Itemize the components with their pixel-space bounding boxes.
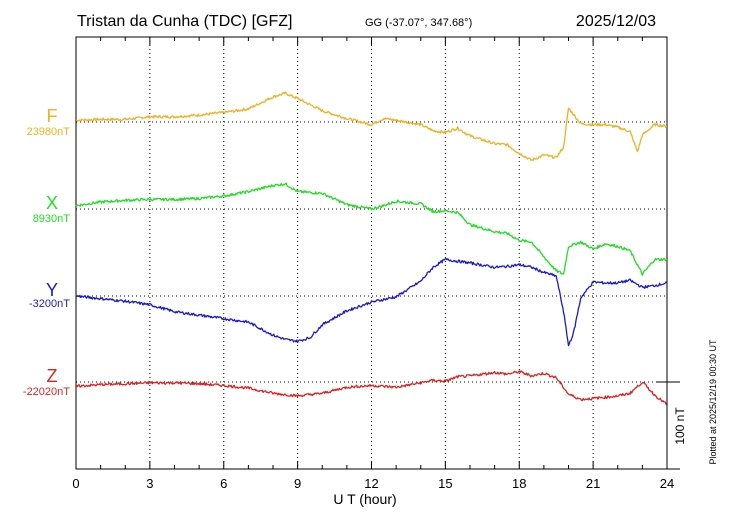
scale-bar-label: 100 nT xyxy=(673,407,687,445)
series-line-x xyxy=(75,182,668,276)
x-tick-label: 6 xyxy=(220,476,227,491)
series-lines xyxy=(75,91,668,406)
series-name-x: X xyxy=(46,193,58,213)
series-name-z: Z xyxy=(47,366,58,386)
series-name-y: Y xyxy=(46,280,58,300)
series-baseline-x: 8930nT xyxy=(33,213,71,225)
x-axis: 0 3 6 9 12 15 18 21 24 xyxy=(72,37,674,491)
series-name-f: F xyxy=(47,106,58,126)
plot-date: 2025/12/03 xyxy=(576,13,656,30)
x-axis-label: U T (hour) xyxy=(333,491,396,507)
station-title: Tristan da Cunha (TDC) [GFZ] xyxy=(77,13,292,30)
plotted-timestamp: Plotted at 2025/12/19 00:30 UT xyxy=(708,339,718,465)
scale-bar: 100 nT xyxy=(656,381,687,470)
series-baseline-f: 23980nT xyxy=(27,126,71,138)
x-tick-label: 15 xyxy=(438,476,452,491)
x-tick-label: 3 xyxy=(146,476,153,491)
x-tick-label: 9 xyxy=(294,476,301,491)
x-tick-label: 12 xyxy=(364,476,378,491)
series-line-z xyxy=(75,370,667,406)
series-baseline-z: -22020nT xyxy=(23,386,70,398)
x-tick-label: 0 xyxy=(72,476,79,491)
station-coords: GG (-37.07°, 347.68°) xyxy=(365,17,472,29)
x-tick-label: 21 xyxy=(586,476,600,491)
series-line-f xyxy=(75,91,668,162)
grid xyxy=(76,37,667,469)
x-tick-label: 18 xyxy=(512,476,526,491)
series-baseline-y: -3200nT xyxy=(29,298,70,310)
x-tick-label: 24 xyxy=(660,476,674,491)
series-line-y xyxy=(75,257,668,347)
